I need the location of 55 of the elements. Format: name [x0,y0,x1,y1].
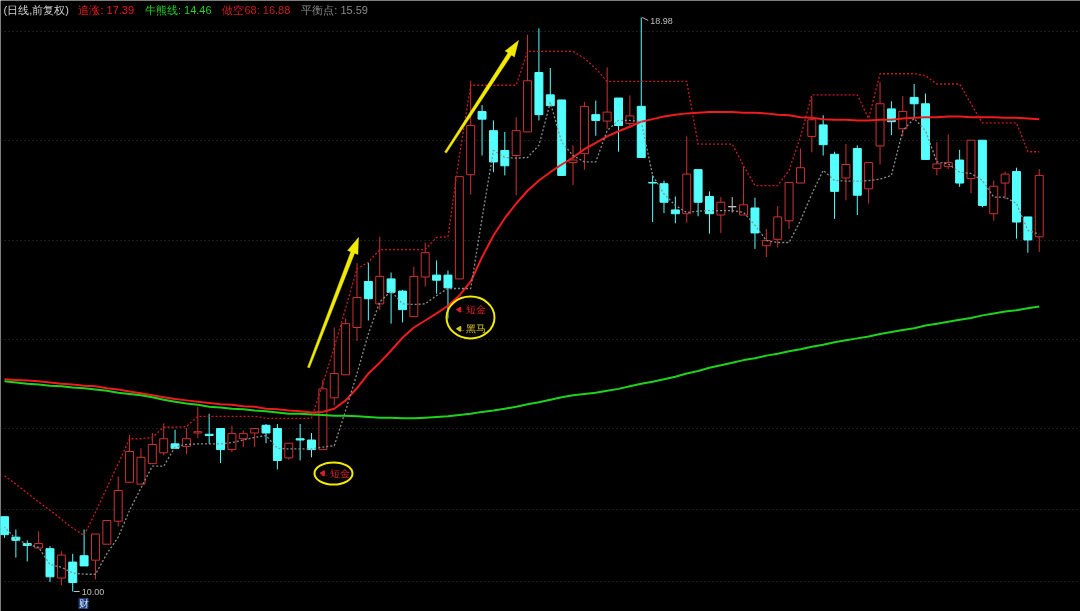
text: 做空68: 16.88 [222,3,291,16]
candlestick [909,83,919,119]
text: 财 [78,598,89,609]
candlestick [386,272,396,325]
candlestick [307,432,316,458]
candlestick [716,196,726,234]
candlestick [1023,216,1033,254]
candlestick [56,550,66,586]
candlestick [397,289,407,323]
candlestick [625,94,635,128]
candlestick [181,427,191,455]
candlestick [932,141,942,176]
candlestick [159,422,169,456]
candlestick [648,174,658,223]
candlestick [841,143,851,201]
candlestick [568,144,578,186]
candlestick [11,529,21,559]
candlestick [250,428,260,448]
candlestick [193,406,203,439]
candlestick [102,520,112,545]
text: 牛熊线: 14.46 [144,3,212,16]
candlestick [227,425,237,453]
candlestick [170,429,180,449]
candlestick [739,165,749,216]
data-label: ←短金 [456,304,487,316]
candlestick [295,423,305,461]
candlestick [261,423,271,444]
text: 10.00 [81,586,105,597]
candlestick [807,96,817,153]
text: 18.98 [650,15,673,26]
candlestick [818,114,828,157]
candlestick [591,100,601,137]
candlestick [773,205,783,249]
candlestick [670,195,680,224]
candlestick [955,149,965,188]
candlestick [1000,171,1010,200]
candlestick [500,131,510,176]
candlestick [204,413,214,445]
candlestick [216,428,226,464]
candlestick [363,262,373,321]
chart-title: (日线,前复权) [3,3,69,16]
candlestick [68,553,78,592]
data-label: ←黑马 [456,323,487,335]
candlestick [477,104,487,157]
candlestick [602,66,612,130]
candlestick [659,180,669,214]
candlestick [795,148,805,184]
text: 平衡点: 15.59 [301,3,368,16]
candlestick [147,432,157,465]
candlestick [761,228,771,258]
candlestick [443,270,453,320]
text: 追涨: 17.39 [78,3,135,16]
candlestick [705,190,714,235]
candlestick [79,529,89,567]
candlestick [432,259,442,295]
